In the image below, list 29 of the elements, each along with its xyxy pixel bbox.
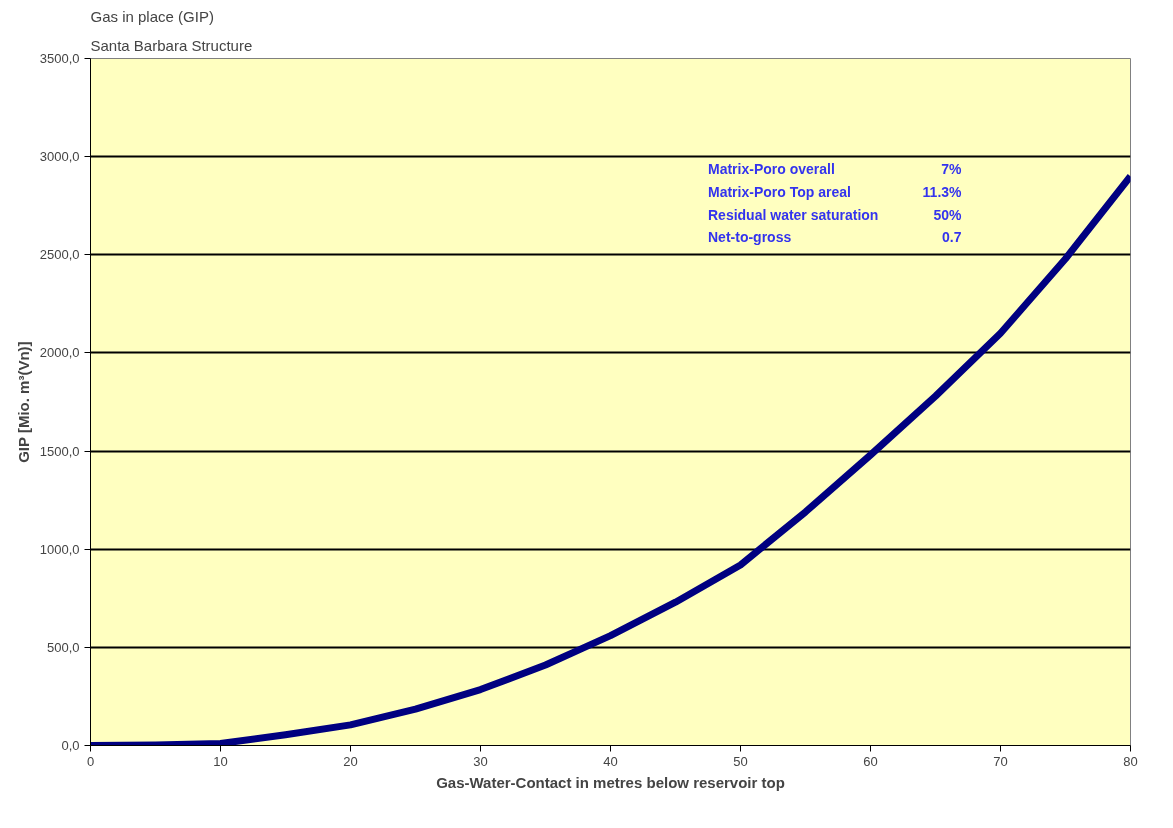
x-tick-label: 60	[863, 753, 878, 769]
y-tick-label: 2000,0	[39, 345, 80, 361]
y-tick-label: 0,0	[61, 738, 80, 753]
y-tick-label: 2500,0	[39, 247, 80, 263]
y-tick-label: 3500,0	[39, 51, 80, 66]
chart-title: Gas in place (GIP)	[90, 7, 214, 25]
x-axis-title: Gas-Water-Contact in metres below reservoir top	[436, 773, 785, 791]
annotation: Residual water saturation	[708, 206, 879, 223]
x-tick-label: 70	[993, 753, 1008, 769]
annotation: Net-to-gross	[708, 229, 792, 246]
chart-subtitle: Santa Barbara Structure	[90, 36, 253, 54]
x-tick-label: 10	[213, 753, 228, 769]
annotation: 0.7	[942, 229, 962, 246]
x-tick-label: 50	[733, 753, 748, 769]
x-tick-label: 20	[343, 753, 358, 769]
y-tick-label: 3000,0	[39, 149, 80, 165]
annotation: Matrix-Poro Top areal	[708, 183, 851, 200]
x-tick-label: 80	[1123, 753, 1138, 769]
y-tick-label: 1000,0	[39, 541, 80, 557]
x-tick-label: 0	[86, 753, 95, 769]
y-tick-label: 1500,0	[39, 443, 80, 459]
annotation: 11.3%	[922, 183, 963, 200]
annotation: 50%	[933, 206, 963, 223]
y-axis-title: GIP [Mio. m³(Vn)]	[14, 341, 32, 463]
y-tick-label: 500,0	[46, 639, 80, 655]
x-tick-label: 40	[603, 753, 618, 769]
annotation: Matrix-Poro overall	[708, 161, 835, 178]
x-tick-label: 30	[473, 753, 488, 769]
annotation: 7%	[941, 161, 963, 178]
